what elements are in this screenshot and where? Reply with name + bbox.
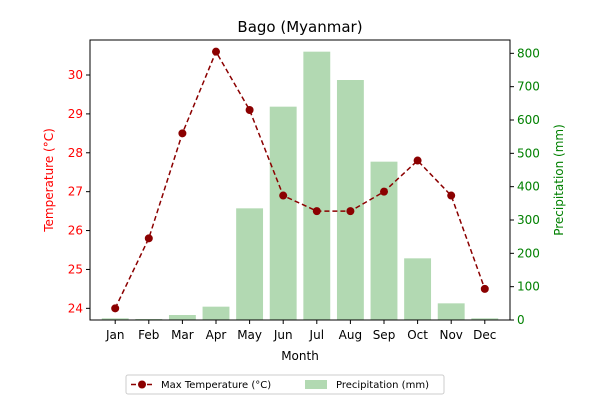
precipitation-tick-label: 700	[517, 80, 540, 94]
precipitation-axis: 0 100 200 300 400 500 600 700 800	[510, 46, 540, 327]
precipitation-tick-label: 100	[517, 280, 540, 294]
precipitation-bar-dec	[471, 318, 499, 320]
temperature-point-mar	[178, 129, 187, 138]
precipitation-bars	[101, 51, 499, 321]
x-tick-label: Mar	[171, 328, 194, 342]
x-axis-label: Month	[281, 349, 319, 363]
temperature-point-jul	[312, 207, 321, 216]
temperature-tick-label: 27	[68, 185, 83, 199]
temperature-point-feb	[144, 234, 153, 243]
temperature-line	[111, 47, 489, 313]
x-tick-label: Aug	[339, 328, 362, 342]
legend-box	[125, 374, 445, 395]
temperature-point-jun	[279, 191, 288, 200]
plot-frame	[89, 39, 511, 321]
precipitation-bar-apr	[202, 306, 230, 320]
temperature-tick-label: 28	[68, 146, 83, 160]
temperature-point-sep	[380, 187, 388, 196]
temperature-point-oct	[413, 156, 422, 165]
precipitation-tick-label: 500	[517, 146, 540, 160]
precipitation-bar-sep	[370, 161, 398, 320]
x-tick-label: Feb	[138, 328, 159, 342]
temperature-point-aug	[346, 207, 355, 216]
precipitation-tick-label: 800	[517, 46, 540, 60]
precipitation-tick-label: 300	[517, 213, 540, 227]
temperature-point-dec	[480, 284, 489, 293]
legend-label-temperature: Max Temperature (°C)	[161, 380, 271, 391]
temperature-tick-label: 24	[68, 301, 83, 315]
legend-label-precipitation: Precipitation (mm)	[336, 380, 429, 391]
temperature-point-nov	[447, 191, 456, 200]
precipitation-bar-oct	[404, 258, 432, 320]
temperature-point-apr	[212, 47, 220, 56]
precipitation-bar-jan	[101, 318, 129, 320]
x-tick-label: Sep	[373, 328, 396, 342]
x-tick-label: May	[237, 328, 262, 342]
temperature-tick-label: 25	[68, 262, 83, 276]
temperature-line-path	[114, 50, 486, 309]
x-tick-label: Oct	[407, 328, 428, 342]
precipitation-bar-nov	[437, 303, 465, 320]
legend: Max Temperature (°C) Precipitation (mm)	[125, 374, 445, 395]
temperature-point-may	[245, 106, 254, 114]
temperature-axis-label: Temperature (°C)	[42, 128, 56, 233]
legend-bar-swatch	[305, 380, 327, 389]
precipitation-axis-label: Precipitation (mm)	[552, 124, 566, 236]
temperature-axis: 24 25 26 27 28 29 30	[68, 68, 90, 315]
precipitation-bar-jun	[269, 106, 297, 321]
precipitation-tick-label: 400	[517, 180, 540, 194]
x-tick-label: Jul	[309, 328, 324, 342]
temperature-point-jan	[111, 304, 120, 313]
precipitation-bar-jul	[303, 51, 331, 321]
x-tick-label: Dec	[473, 328, 496, 342]
x-tick-label: Apr	[206, 328, 227, 342]
chart-title: Bago (Myanmar)	[237, 18, 362, 36]
legend-marker-swatch	[138, 380, 146, 389]
x-tick-label: Jun	[273, 328, 293, 342]
x-tick-label: Nov	[439, 328, 462, 342]
temperature-tick-label: 29	[68, 107, 83, 121]
temperature-tick-label: 30	[68, 68, 83, 82]
x-axis: Jan Feb Mar Apr May Jun Jul Aug Sep Oct Nov Dec	[105, 320, 496, 342]
x-tick-label: Jan	[105, 328, 125, 342]
temperature-tick-label: 26	[68, 224, 83, 238]
precipitation-tick-label: 200	[517, 246, 540, 260]
precipitation-bar-mar	[168, 315, 196, 320]
precipitation-tick-label: 0	[517, 313, 525, 327]
precipitation-tick-label: 600	[517, 113, 540, 127]
precipitation-bar-may	[236, 208, 264, 320]
precipitation-bar-aug	[336, 80, 364, 320]
